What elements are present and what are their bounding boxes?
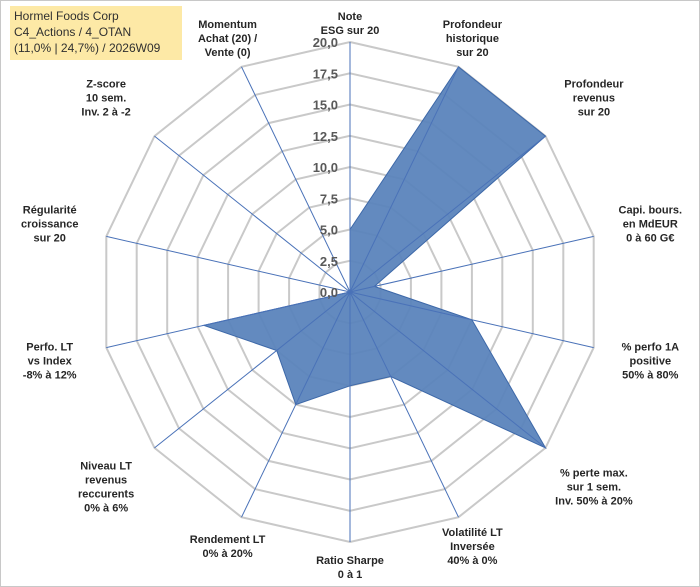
axis-label-line: Niveau LT [80, 461, 132, 473]
spoke-4 [349, 235, 594, 293]
radar-series [201, 66, 547, 450]
axis-label-line: Rendement LT [190, 534, 266, 546]
axis-label-1: Note ESG sur 20 [321, 11, 380, 37]
tick-label-2: 5,0 [320, 223, 338, 238]
axis-label-line: 0% à 20% [203, 548, 253, 560]
axis-label-line: sur 1 sem. [567, 482, 621, 494]
axis-label-line: sur 20 [33, 233, 65, 245]
spoke-5 [349, 291, 594, 349]
axis-label-line: sur 20 [456, 47, 488, 59]
tick-label-5: 12,5 [313, 129, 338, 144]
axis-label-line: Vente (0) [205, 47, 251, 59]
spoke-3 [349, 135, 546, 293]
tick-label-6: 15,0 [313, 98, 338, 113]
axis-label-line: % perfo 1A [622, 342, 680, 354]
axis-label-12: Régularité croissance sur 20 [21, 205, 78, 245]
spoke-13 [154, 135, 351, 293]
axis-label-line: revenus [573, 93, 615, 105]
axis-label-line: Inversée [450, 541, 495, 553]
axis-label-line: Achat (20) / [198, 33, 257, 45]
axis-label-line: -8% à 12% [23, 370, 77, 382]
axis-label-10: Niveau LT revenus reccurents 0% à 6% [78, 461, 134, 515]
axis-label-line: en MdEUR [623, 219, 678, 231]
axis-label-11: Perfo. LT vs Index -8% à 12% [23, 342, 77, 382]
axis-label-line: Ratio Sharpe [316, 555, 384, 567]
axis-label-line: Perfo. LT [26, 342, 73, 354]
axis-label-line: sur 20 [578, 107, 610, 119]
spoke-6 [349, 291, 546, 449]
axis-label-line: Momentum [198, 19, 257, 31]
company-name: Hormel Foods Corp [14, 9, 119, 23]
spoke-7 [349, 291, 459, 518]
axis-label-line: croissance [21, 219, 78, 231]
axis-label-6: % perte max. sur 1 sem. Inv. 50% à 20% [555, 468, 633, 508]
spoke-10 [154, 291, 351, 449]
axis-label-line: Capi. bours. [619, 205, 683, 217]
axis-label-2: Profondeur historique sur 20 [443, 19, 503, 59]
axis-label-5: % perfo 1A positive 50% à 80% [622, 342, 680, 382]
axis-label-line: 10 sem. [86, 93, 126, 105]
performance-week: (11,0% | 24,7%) / 2026W09 [14, 41, 161, 55]
radial-tick-labels: 0,0 2,5 5,0 7,5 10,0 12,5 15,0 17,5 20,0 [313, 35, 338, 300]
spoke-2 [349, 66, 459, 293]
axis-label-line: ESG sur 20 [321, 25, 380, 37]
axis-label-line: 50% à 80% [622, 370, 678, 382]
axis-label-line: 0 à 1 [338, 569, 362, 581]
axis-label-line: Volatilité LT [442, 527, 503, 539]
axis-label-line: reccurents [78, 489, 134, 501]
axis-label-line: % perte max. [560, 468, 628, 480]
axis-labels: Note ESG sur 20 Profondeur historique sur 20… [21, 11, 682, 581]
axis-label-4: Capi. bours. en MdEUR 0 à 60 G€ [619, 205, 683, 245]
axis-label-14: Momentum Achat (20) / Vente (0) [198, 19, 257, 59]
series-area [201, 66, 547, 450]
axis-label-line: historique [446, 33, 499, 45]
tick-label-3: 7,5 [320, 191, 338, 206]
axis-label-line: Régularité [23, 205, 77, 217]
axis-label-9: Rendement LT 0% à 20% [190, 534, 266, 560]
axis-label-line: 0 à 60 G€ [626, 233, 674, 245]
axis-label-line: vs Index [28, 356, 73, 368]
axis-label-line: Note [338, 11, 362, 23]
axis-label-line: Inv. 2 à -2 [81, 107, 130, 119]
axis-label-line: Inv. 50% à 20% [555, 496, 633, 508]
tick-label-8: 20,0 [313, 35, 338, 50]
axis-label-line: Profondeur [564, 79, 624, 91]
tick-label-1: 2,5 [320, 254, 338, 269]
axis-label-line: positive [630, 356, 672, 368]
spoke-14 [241, 66, 351, 293]
spoke-12 [106, 235, 351, 293]
radar-spokes [106, 42, 594, 542]
spoke-11 [106, 291, 351, 349]
chart-title-box: Hormel Foods Corp C4_Actions / 4_OTAN (1… [10, 6, 182, 60]
axis-label-line: revenus [85, 475, 127, 487]
axis-label-line: 0% à 6% [84, 503, 128, 515]
portfolio-category: C4_Actions / 4_OTAN [14, 25, 132, 39]
axis-label-line: 40% à 0% [447, 555, 497, 567]
tick-label-7: 17,5 [313, 66, 338, 81]
axis-label-8: Ratio Sharpe 0 à 1 [316, 555, 384, 581]
axis-label-3: Profondeur revenus sur 20 [564, 79, 624, 119]
axis-label-13: Z-score 10 sem. Inv. 2 à -2 [81, 79, 130, 119]
tick-label-0: 0,0 [320, 285, 338, 300]
axis-label-7: Volatilité LT Inversée 40% à 0% [442, 527, 503, 567]
spoke-9 [241, 291, 351, 518]
axis-label-line: Z-score [86, 79, 126, 91]
axis-label-line: Profondeur [443, 19, 503, 31]
tick-label-4: 10,0 [313, 160, 338, 175]
